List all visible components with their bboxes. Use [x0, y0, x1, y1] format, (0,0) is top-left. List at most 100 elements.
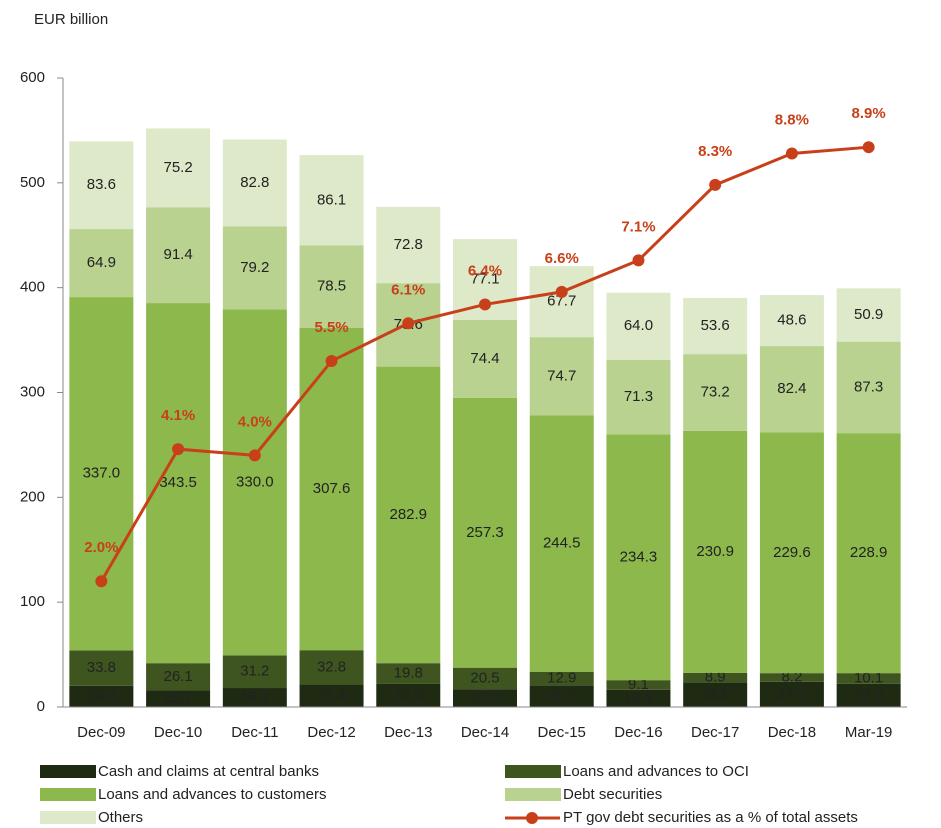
bar-segment: [683, 430, 748, 673]
data-label: 74.7: [547, 367, 576, 384]
data-label: 17.0: [470, 689, 499, 706]
line-label: 4.1%: [161, 407, 195, 424]
data-label: 64.0: [624, 317, 653, 334]
bar-segment: [606, 680, 671, 690]
y-tick-label: 0: [37, 698, 45, 715]
line-label: 8.8%: [775, 111, 809, 128]
bar-segment: [453, 667, 517, 690]
x-tick-label: Dec-09: [77, 724, 125, 741]
data-label: 20.7: [547, 687, 576, 704]
bar-segment: [606, 434, 671, 681]
line-point: [325, 355, 338, 368]
data-label: 78.5: [317, 278, 346, 295]
bar-segment: [299, 650, 364, 685]
bar-segment: [759, 432, 824, 674]
legend-swatch: [505, 765, 561, 778]
data-label: 82.8: [240, 174, 269, 191]
data-label: 20.5: [470, 669, 499, 686]
x-tick-label: Dec-11: [231, 724, 278, 741]
data-label: 234.3: [620, 548, 658, 565]
line-point: [248, 449, 261, 462]
bar-segment: [683, 297, 748, 355]
bar-segment: [529, 337, 594, 416]
x-tick-label: Dec-16: [614, 724, 662, 741]
line-label: 5.5%: [314, 319, 348, 336]
data-label: 22.2: [854, 686, 883, 703]
data-label: 257.3: [466, 524, 504, 541]
data-label: 24.1: [777, 685, 806, 702]
line-label: 6.4%: [468, 262, 502, 279]
x-tick-label: Dec-18: [768, 724, 816, 741]
bar-segment: [683, 354, 748, 431]
data-label: 75.2: [163, 159, 192, 176]
line-point: [479, 298, 491, 311]
bar-segment: [606, 359, 671, 435]
legend-label: Debt securities: [563, 786, 662, 803]
data-label: 64.9: [87, 254, 116, 271]
bar-segment: [759, 673, 824, 682]
legend-swatch: [505, 788, 561, 801]
bar-segment: [222, 226, 287, 310]
bar-segment: [529, 266, 594, 338]
data-label: 337.0: [83, 465, 121, 482]
bar-segment: [222, 309, 287, 656]
legend-label: PT gov debt securities as a % of total a…: [563, 809, 858, 826]
bar-segment: [453, 319, 517, 398]
data-label: 82.4: [777, 380, 806, 397]
line-point: [632, 254, 645, 267]
bar-segment: [836, 673, 901, 684]
data-label: 282.9: [389, 506, 427, 523]
data-label: 230.9: [696, 543, 734, 560]
x-tick-label: Dec-10: [154, 724, 202, 741]
data-label: 12.9: [547, 670, 576, 687]
data-label: 307.6: [313, 480, 351, 497]
line-label: 6.6%: [545, 250, 579, 267]
data-label: 330.0: [236, 473, 274, 490]
legend-swatch: [40, 765, 96, 778]
bar-segment: [69, 650, 134, 686]
bar-segment: [69, 141, 134, 230]
bar-segment: [453, 397, 517, 668]
legend-label: Others: [98, 809, 143, 826]
data-label: 50.9: [854, 306, 883, 323]
bar-segment: [759, 295, 824, 347]
data-label: 31.2: [240, 663, 269, 680]
line-point: [402, 317, 415, 330]
bar-segment: [529, 671, 594, 686]
data-label: 53.6: [701, 317, 730, 334]
data-label: 22.0: [394, 686, 423, 703]
data-label: 16.5: [624, 689, 653, 706]
data-label: 21.4: [317, 687, 346, 704]
bar-segment: [529, 415, 594, 672]
bar-segment: [146, 663, 211, 691]
y-tick-label: 200: [20, 488, 45, 505]
bar-segment: [836, 288, 901, 342]
bar-segment: [299, 327, 364, 651]
bar-segment: [606, 689, 671, 707]
y-tick-label: 600: [20, 69, 45, 86]
line-point: [785, 147, 798, 160]
y-tick-label: 100: [20, 593, 45, 610]
bar-segment: [376, 206, 441, 284]
y-axis-label: EUR billion: [34, 11, 108, 28]
bar-segment: [69, 229, 134, 298]
bar-segment: [453, 689, 517, 707]
bar-segment: [376, 663, 441, 684]
bar-segment: [299, 155, 364, 246]
data-label: 74.4: [470, 350, 499, 367]
bar-segment: [836, 433, 901, 674]
line-label: 8.3%: [698, 143, 732, 160]
legend-marker: [526, 812, 538, 824]
line-label: 2.0%: [84, 539, 118, 556]
bar-segment: [606, 292, 671, 360]
data-label: 26.1: [163, 668, 192, 685]
line-label: 8.9%: [852, 105, 886, 122]
data-label: 15.7: [163, 690, 192, 707]
data-label: 71.3: [624, 388, 653, 405]
data-label: 32.8: [317, 658, 346, 675]
bar-segment: [146, 128, 211, 208]
line-label: 6.1%: [391, 281, 425, 298]
bar-segment: [222, 655, 287, 689]
data-label: 79.2: [240, 259, 269, 276]
